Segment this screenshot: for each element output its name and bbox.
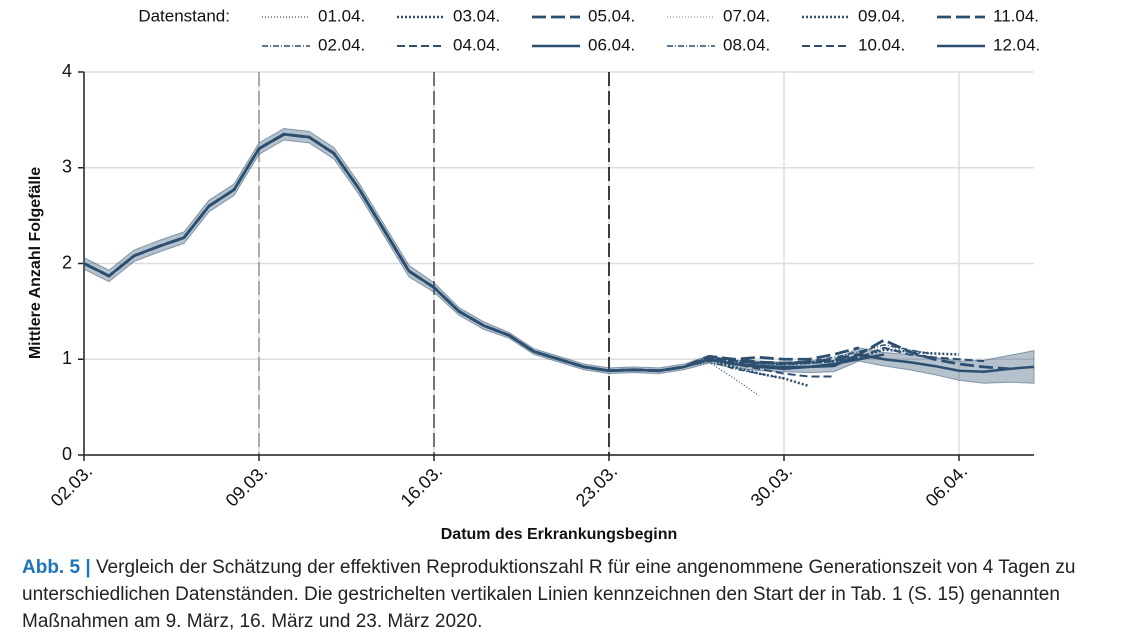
legend-label: 01.04.	[318, 6, 365, 25]
y-tick-label: 1	[62, 348, 72, 368]
legend-label: 04.04.	[453, 35, 500, 54]
x-tick-label: 30.03.	[747, 461, 797, 511]
series-line	[83, 132, 810, 388]
series-line	[83, 133, 910, 372]
caption-text: Vergleich der Schätzung der effektiven R…	[22, 557, 1076, 632]
confidence-band	[83, 127, 1035, 384]
legend-label: 09.04.	[858, 6, 905, 25]
y-axis-title: Mittlere Anzahl Folgefälle	[27, 167, 44, 359]
x-tick-label: 06.04.	[922, 461, 972, 511]
series-line	[83, 132, 960, 372]
legend-title: Datenstand:	[138, 6, 230, 25]
series-line	[83, 133, 834, 378]
caption: Abb. 5 | Vergleich der Schätzung der eff…	[22, 554, 1122, 635]
x-axis-title: Datum des Erkrankungsbeginn	[441, 526, 678, 543]
caption-label: Abb. 5 |	[22, 557, 91, 578]
y-tick-label: 3	[62, 157, 72, 177]
x-tick-label: 23.03.	[572, 461, 622, 511]
legend-label: 02.04.	[318, 35, 365, 54]
y-tick-label: 4	[62, 61, 72, 81]
series-line	[83, 132, 1010, 373]
legend-label: 07.04.	[723, 6, 770, 25]
legend-label: 08.04.	[723, 35, 770, 54]
legend-label: 10.04.	[858, 35, 905, 54]
chart: Datenstand: Datum des Erkrankungsbeginn …	[27, 6, 1040, 543]
series-line	[83, 133, 985, 372]
x-tick-label: 09.03.	[222, 461, 272, 511]
series-line	[83, 132, 1035, 373]
legend-label: 06.04.	[588, 35, 635, 54]
series-line	[83, 132, 885, 372]
legend-label: 12.04.	[993, 35, 1040, 54]
series-line	[83, 133, 760, 397]
series-line	[83, 132, 860, 373]
x-tick-label: 16.03.	[397, 461, 447, 511]
legend-label: 05.04.	[588, 6, 635, 25]
y-tick-label: 0	[62, 444, 72, 464]
x-tick-label: 02.03.	[47, 461, 97, 511]
legend-label: 03.04.	[453, 6, 500, 25]
y-tick-label: 2	[62, 252, 72, 272]
legend-label: 11.04.	[993, 6, 1039, 25]
